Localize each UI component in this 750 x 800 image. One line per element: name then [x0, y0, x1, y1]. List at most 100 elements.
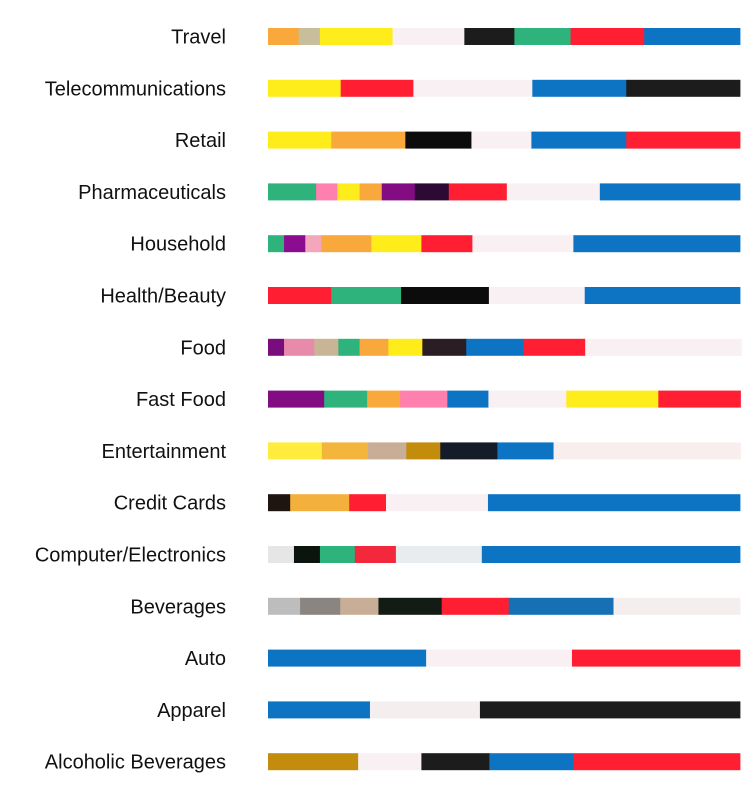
- bar-segment: [268, 235, 285, 253]
- bar-segment: [523, 338, 586, 356]
- bar-segment: [426, 649, 573, 667]
- bar-segment: [359, 183, 383, 201]
- bar-segment: [401, 287, 490, 304]
- bar-segment: [479, 701, 741, 719]
- bar-segment: [395, 546, 483, 563]
- bar-segment: [381, 183, 416, 201]
- bar-segment: [573, 235, 741, 253]
- bar-segment: [340, 597, 379, 615]
- bar-segment: [268, 649, 427, 667]
- category-label-travel: Travel: [171, 27, 226, 49]
- bar-segment: [284, 338, 315, 356]
- bar-row-computer-electronics: [268, 546, 741, 563]
- bar-segment: [305, 235, 322, 253]
- bar-segment: [268, 131, 332, 149]
- bar-segment: [626, 131, 741, 149]
- bar-segment: [378, 597, 443, 615]
- bar-segment: [506, 183, 601, 201]
- bar-segment: [298, 28, 321, 45]
- bar-segment: [359, 338, 389, 356]
- bar-segment: [471, 131, 532, 149]
- bar-segment: [440, 442, 498, 460]
- category-label-credit-cards: Credit Cards: [114, 493, 226, 515]
- bar-row-alcoholic-beverages: [268, 753, 741, 771]
- category-label-entertainment: Entertainment: [101, 441, 226, 463]
- bar-segment: [488, 390, 567, 408]
- bar-row-retail: [268, 131, 741, 149]
- bar-segment: [497, 442, 554, 460]
- bar-segment: [331, 287, 402, 304]
- bar-segment: [487, 494, 741, 512]
- bar-segment: [447, 390, 489, 408]
- bar-segment: [571, 649, 741, 667]
- bar-segment: [421, 753, 490, 771]
- bar-segment: [489, 753, 574, 771]
- bar-segment: [324, 390, 368, 408]
- category-label-fast-food: Fast Food: [136, 389, 226, 411]
- bar-segment: [388, 338, 423, 356]
- bar-row-credit-cards: [268, 494, 741, 512]
- category-label-telecommunications: Telecommunications: [45, 78, 226, 100]
- bar-segment: [321, 235, 372, 253]
- bar-segment: [599, 183, 741, 201]
- bar-segment: [570, 28, 645, 45]
- bar-segment: [321, 442, 369, 460]
- bar-segment: [349, 494, 387, 512]
- bar-segment: [406, 442, 441, 460]
- bar-row-auto: [268, 649, 741, 667]
- bar-row-entertainment: [268, 442, 741, 460]
- bar-segment: [314, 338, 339, 356]
- bar-segment: [268, 79, 342, 97]
- bar-row-health-beauty: [268, 287, 741, 304]
- bar-segment: [338, 338, 360, 356]
- bar-segment: [268, 183, 317, 201]
- bar-segment: [413, 79, 533, 97]
- bar-segment: [268, 546, 295, 563]
- bar-segment: [358, 753, 422, 771]
- bar-segment: [532, 79, 627, 97]
- bar-segment: [284, 235, 306, 253]
- bar-segment: [508, 597, 614, 615]
- bar-segment: [319, 546, 356, 563]
- bar-segment: [585, 338, 742, 356]
- bar-row-household: [268, 235, 741, 253]
- bar-segment: [268, 597, 301, 615]
- bar-row-food: [268, 338, 742, 356]
- bar-segment: [481, 546, 741, 563]
- category-label-apparel: Apparel: [157, 700, 226, 722]
- bar-segment: [441, 597, 510, 615]
- bar-segment: [514, 28, 571, 45]
- bar-segment: [268, 28, 300, 45]
- bar-segment: [268, 753, 359, 771]
- bar-segment: [300, 597, 341, 615]
- bar-segment: [573, 753, 741, 771]
- bar-segment: [626, 79, 741, 97]
- category-label-pharmaceuticals: Pharmaceuticals: [78, 182, 226, 204]
- bar-row-fast-food: [268, 390, 741, 408]
- bar-segment: [268, 701, 371, 719]
- bar-segment: [369, 701, 481, 719]
- bar-row-pharmaceuticals: [268, 183, 741, 201]
- category-label-auto: Auto: [185, 648, 226, 670]
- bar-segment: [392, 28, 465, 45]
- category-label-retail: Retail: [175, 130, 226, 152]
- category-label-household: Household: [130, 234, 226, 256]
- bar-segment: [531, 131, 627, 149]
- bar-segment: [319, 28, 394, 45]
- bar-segment: [268, 442, 323, 460]
- bar-segment: [268, 287, 332, 304]
- bar-segment: [553, 442, 741, 460]
- bar-segment: [613, 597, 741, 615]
- bar-segment: [268, 390, 325, 408]
- category-label-beverages: Beverages: [130, 596, 226, 618]
- bar-segment: [400, 390, 448, 408]
- bar-segment: [354, 546, 397, 563]
- category-label-food: Food: [180, 337, 226, 359]
- bar-segment: [371, 235, 422, 253]
- bar-segment: [367, 390, 401, 408]
- category-label-computer-electronics: Computer/Electronics: [35, 545, 226, 567]
- bar-segment: [337, 183, 360, 201]
- bar-segment: [386, 494, 489, 512]
- bar-segment: [566, 390, 659, 408]
